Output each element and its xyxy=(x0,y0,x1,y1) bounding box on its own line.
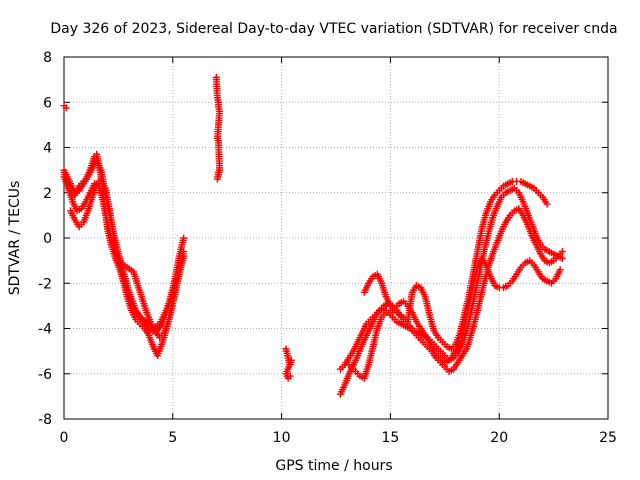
data-point xyxy=(556,266,564,274)
y-axis-label: SDTVAR / TECUs xyxy=(7,181,23,296)
y-tick-label: -2 xyxy=(38,276,52,292)
y-tick-label: 4 xyxy=(43,141,52,157)
data-point xyxy=(214,168,222,176)
data-point xyxy=(180,252,188,260)
data-point xyxy=(173,279,181,287)
x-tick-label: 10 xyxy=(273,430,291,446)
x-tick-label: 0 xyxy=(60,430,69,446)
data-point xyxy=(180,234,188,242)
data-point xyxy=(558,248,566,256)
x-tick-label: 15 xyxy=(381,430,399,446)
y-tick-label: 8 xyxy=(43,50,52,66)
x-axis-label: GPS time / hours xyxy=(275,458,392,474)
data-point xyxy=(62,104,70,112)
axis-ticks: 0 5 10 15 20 25 -8 -6 -4 -2 0 2 4 6 8 xyxy=(38,50,617,446)
data-point xyxy=(558,254,566,262)
x-tick-label: 20 xyxy=(490,430,508,446)
grid-lines xyxy=(64,57,608,419)
data-point xyxy=(543,200,551,208)
y-tick-label: 0 xyxy=(43,231,52,247)
y-tick-label: -8 xyxy=(38,412,52,428)
chart-title: Day 326 of 2023, Sidereal Day-to-day VTE… xyxy=(50,21,617,37)
data-point xyxy=(286,372,294,380)
y-tick-label: 6 xyxy=(43,95,52,111)
x-tick-label: 5 xyxy=(168,430,177,446)
y-tick-label: -4 xyxy=(38,322,52,338)
y-tick-label: 2 xyxy=(43,186,52,202)
y-tick-label: -6 xyxy=(38,367,52,383)
data-points xyxy=(60,73,566,398)
x-tick-label: 25 xyxy=(599,430,617,446)
